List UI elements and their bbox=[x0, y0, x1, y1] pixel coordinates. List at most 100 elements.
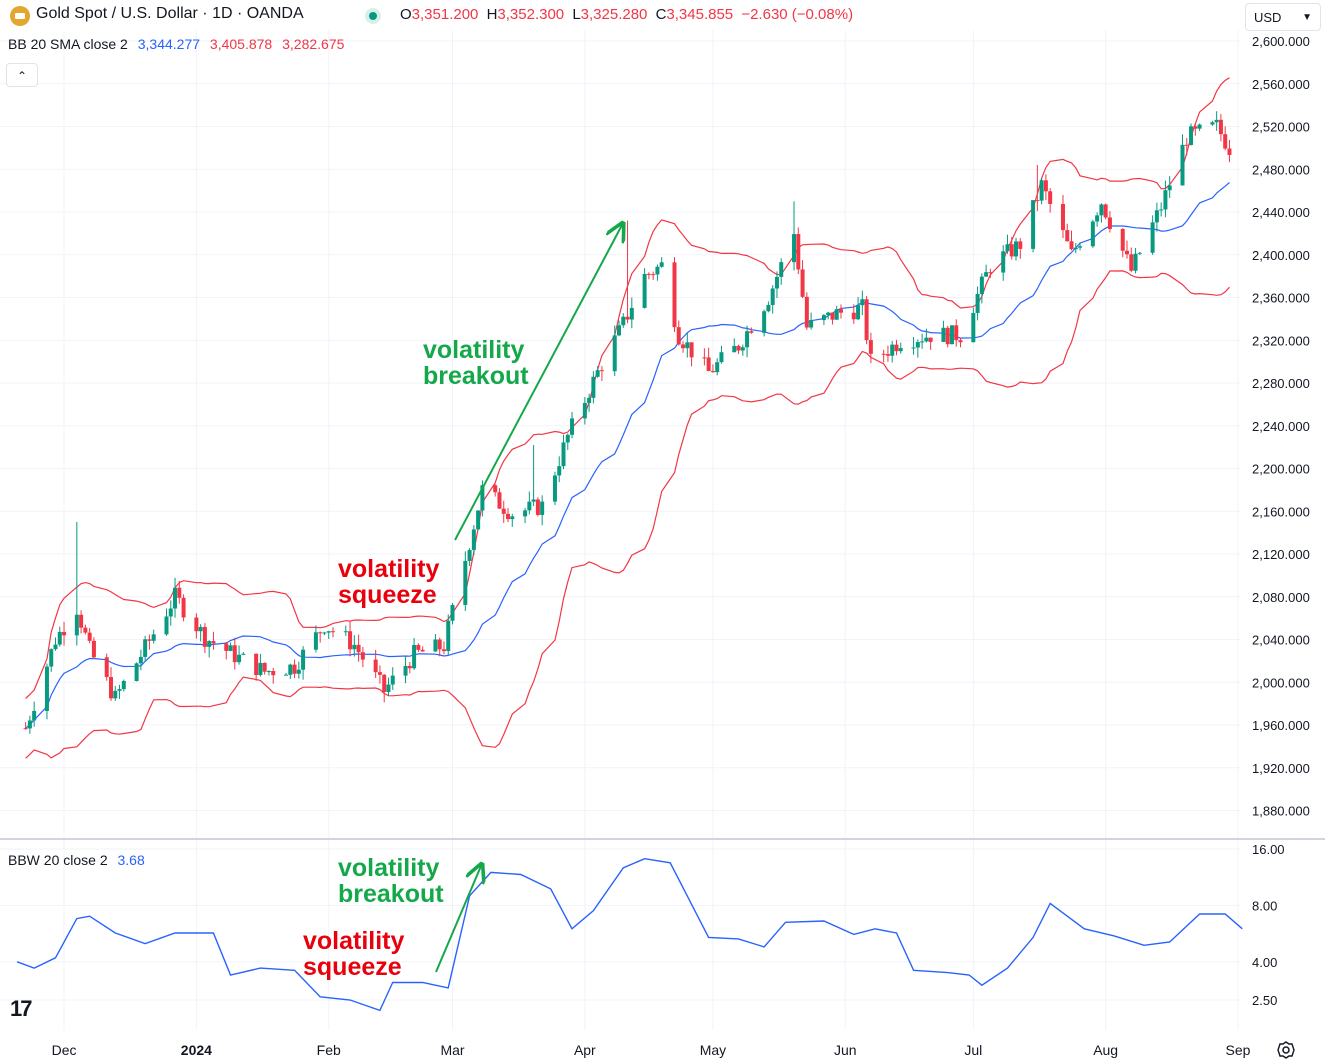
anno-line: squeeze bbox=[303, 953, 402, 981]
currency-select[interactable]: USD ▼ bbox=[1245, 3, 1321, 31]
candle-body bbox=[1180, 144, 1185, 186]
candle-body bbox=[386, 684, 391, 692]
candle-body bbox=[689, 342, 694, 358]
bbw-y-tick-label: 8.00 bbox=[1252, 898, 1277, 913]
candle-body bbox=[1163, 190, 1168, 210]
candle-body bbox=[834, 309, 839, 320]
candle-body bbox=[1031, 200, 1036, 249]
candle-body bbox=[104, 657, 109, 678]
symbol-title[interactable]: Gold Spot / U.S. Dollar · 1D · OANDA bbox=[36, 5, 304, 22]
candle-body bbox=[531, 499, 536, 502]
candle-body bbox=[1227, 148, 1232, 155]
candle-body bbox=[1189, 126, 1194, 145]
change-value: −2.630 (−0.08%) bbox=[741, 6, 854, 23]
candle-body bbox=[941, 327, 946, 342]
y-tick-label: 2,040.000 bbox=[1252, 633, 1310, 648]
bb-basis-value: 3,344.277 bbox=[137, 36, 201, 52]
candle-body bbox=[313, 632, 318, 650]
candle-body bbox=[173, 587, 178, 609]
candle-body bbox=[804, 296, 809, 328]
candle-body bbox=[1107, 217, 1112, 229]
bb-upper-band bbox=[25, 77, 1230, 699]
market-open-dot-icon bbox=[365, 8, 381, 24]
candle-body bbox=[1018, 241, 1023, 249]
candle-body bbox=[621, 316, 626, 326]
x-tick-label: 2024 bbox=[181, 1042, 212, 1058]
candle-body bbox=[885, 354, 890, 356]
candle-body bbox=[1009, 244, 1014, 257]
candle-body bbox=[228, 645, 233, 651]
y-tick-label: 2,200.000 bbox=[1252, 462, 1310, 477]
candle-body bbox=[582, 402, 587, 419]
candle-body bbox=[1073, 247, 1078, 250]
candle-body bbox=[194, 617, 199, 632]
candle-body bbox=[79, 614, 84, 628]
bb-upper-value: 3,405.878 bbox=[209, 36, 273, 52]
candle-body bbox=[762, 311, 767, 333]
candle-body bbox=[62, 631, 67, 636]
candle-body bbox=[480, 485, 485, 511]
annotation-bottom-breakout: volatility breakout bbox=[338, 855, 444, 907]
candle-body bbox=[326, 631, 331, 633]
candle-body bbox=[1060, 203, 1065, 231]
candle-body bbox=[1133, 253, 1138, 271]
currency-label: USD bbox=[1254, 10, 1282, 25]
bb-legend[interactable]: BB 20 SMA close 2 3,344.277 3,405.878 3,… bbox=[8, 36, 350, 52]
candle-body bbox=[356, 644, 361, 653]
candle-body bbox=[23, 728, 28, 730]
y-tick-label: 2,240.000 bbox=[1252, 419, 1310, 434]
candle-body bbox=[322, 632, 327, 634]
candle-body bbox=[779, 262, 784, 277]
collapse-legend-button[interactable]: ⌃ bbox=[6, 63, 38, 87]
x-tick-label: May bbox=[700, 1042, 726, 1058]
candle-body bbox=[672, 262, 677, 328]
candle-body bbox=[416, 645, 421, 650]
x-tick-label: Dec bbox=[52, 1042, 77, 1058]
bbw-legend[interactable]: BBW 20 close 2 3.68 bbox=[8, 852, 151, 868]
candle-body bbox=[535, 499, 540, 515]
y-tick-label: 2,440.000 bbox=[1252, 205, 1310, 220]
candle-body bbox=[1078, 246, 1083, 248]
candle-body bbox=[1193, 126, 1198, 129]
candle-body bbox=[207, 641, 212, 647]
candle-body bbox=[83, 627, 88, 633]
candle-body bbox=[91, 640, 96, 658]
high-value: 3,352.300 bbox=[497, 6, 565, 23]
candle-body bbox=[501, 508, 506, 514]
candle-body bbox=[557, 466, 562, 476]
y-tick-label: 2,160.000 bbox=[1252, 504, 1310, 519]
candle-body bbox=[471, 529, 476, 550]
candle-body bbox=[232, 645, 237, 663]
candle-body bbox=[1154, 210, 1159, 223]
candle-body bbox=[87, 632, 92, 641]
x-tick-label: Sep bbox=[1226, 1042, 1251, 1058]
candle-body bbox=[497, 492, 502, 509]
candle-body bbox=[838, 309, 843, 313]
anno-line: breakout bbox=[338, 880, 444, 908]
candle-body bbox=[1223, 134, 1228, 149]
candle-body bbox=[1014, 241, 1019, 257]
bb-basis-line bbox=[25, 182, 1230, 729]
candle-body bbox=[928, 337, 933, 342]
candle-body bbox=[121, 680, 126, 690]
candle-body bbox=[770, 288, 775, 305]
candle-body bbox=[360, 652, 365, 660]
candle-body bbox=[617, 325, 621, 336]
candle-body bbox=[510, 516, 515, 520]
y-tick-label: 2,360.000 bbox=[1252, 291, 1310, 306]
candle-body bbox=[1167, 185, 1172, 191]
candle-body bbox=[168, 608, 173, 617]
candle-body bbox=[561, 442, 566, 467]
candle-body bbox=[271, 671, 276, 676]
gold-bar-icon bbox=[10, 6, 30, 26]
gear-icon[interactable] bbox=[1276, 1040, 1296, 1060]
bbw-line bbox=[16, 857, 1243, 1012]
candle-body bbox=[412, 645, 417, 669]
close-value: 3,345.855 bbox=[666, 6, 734, 23]
candle-body bbox=[971, 312, 976, 343]
x-tick-label: Apr bbox=[574, 1042, 596, 1058]
candle-body bbox=[629, 307, 634, 320]
candle-body bbox=[523, 510, 528, 517]
candle-body bbox=[446, 620, 451, 652]
